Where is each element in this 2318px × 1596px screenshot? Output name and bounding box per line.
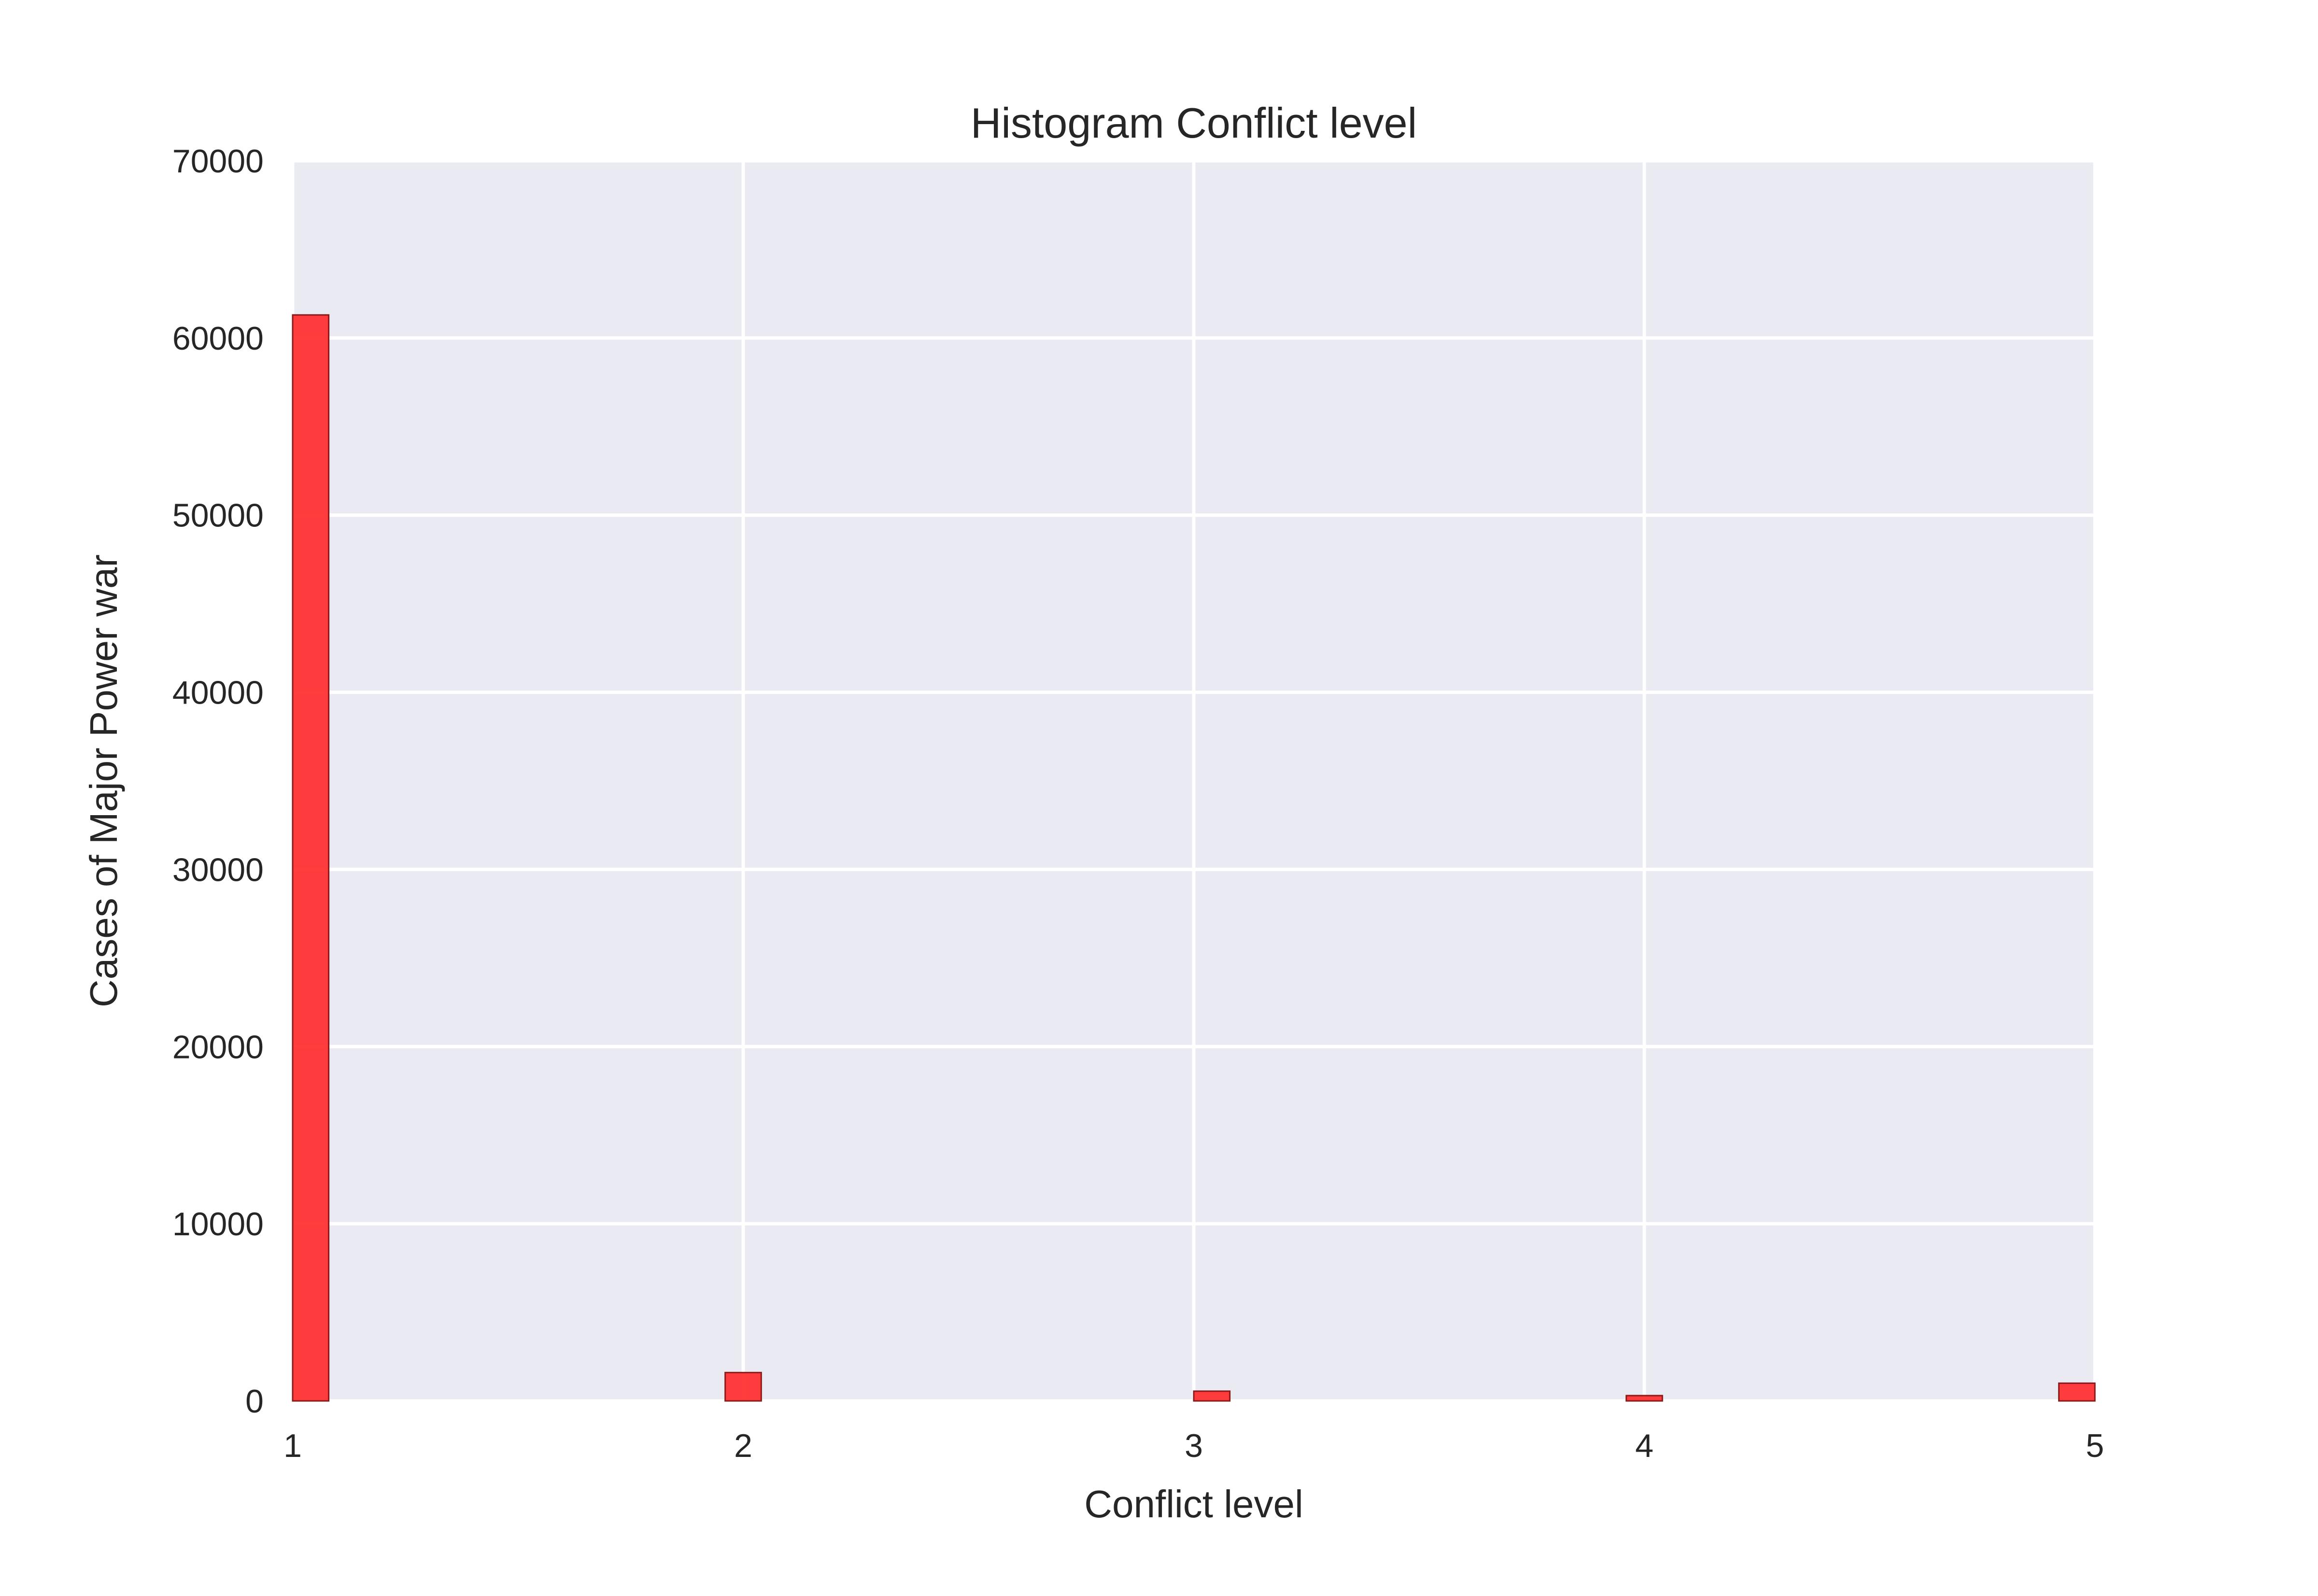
x-axis-label: Conflict level bbox=[1084, 1483, 1303, 1525]
y-tick-label: 60000 bbox=[172, 320, 264, 357]
y-tick-label: 70000 bbox=[172, 143, 264, 180]
y-axis-label: Cases of Major Power war bbox=[82, 554, 125, 1007]
y-tick-label: 50000 bbox=[172, 497, 264, 534]
y-tick-labels: 0 10000 20000 30000 40000 50000 60000 70000 bbox=[172, 143, 264, 1420]
x-tick-labels: 1 2 3 4 5 bbox=[283, 1427, 2104, 1464]
y-tick-label: 20000 bbox=[172, 1029, 264, 1065]
histogram-bar-3 bbox=[1193, 1390, 1231, 1402]
x-tick-label: 3 bbox=[1185, 1427, 1203, 1464]
y-tick-label: 10000 bbox=[172, 1206, 264, 1243]
histogram-bar-2 bbox=[724, 1371, 762, 1402]
y-tick-label: 0 bbox=[245, 1383, 264, 1420]
histogram-bar-1 bbox=[292, 314, 330, 1402]
histogram-bar-4 bbox=[1625, 1395, 1663, 1402]
x-tick-label: 5 bbox=[2086, 1427, 2104, 1464]
x-tick-label: 2 bbox=[734, 1427, 752, 1464]
x-tick-label: 1 bbox=[283, 1427, 302, 1464]
y-tick-label: 30000 bbox=[172, 851, 264, 888]
histogram-bar-5 bbox=[2058, 1382, 2096, 1402]
chart-title: Histogram Conflict level bbox=[971, 99, 1417, 147]
grid-lines bbox=[291, 159, 2097, 1403]
x-tick-label: 4 bbox=[1635, 1427, 1654, 1464]
y-tick-label: 40000 bbox=[172, 675, 264, 711]
bars bbox=[292, 314, 2096, 1402]
